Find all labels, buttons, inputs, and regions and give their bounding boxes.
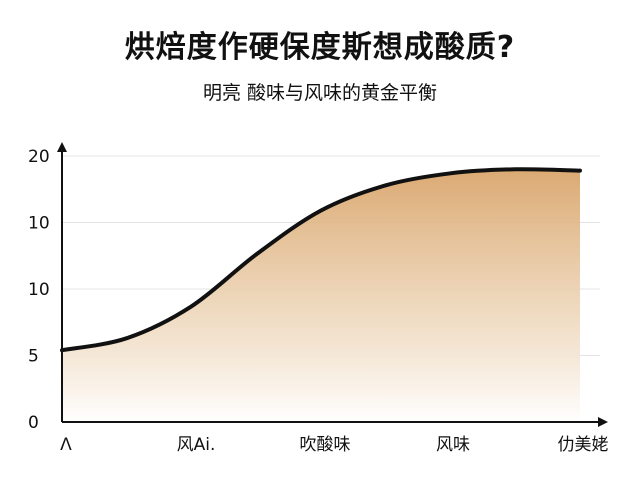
y-tick-label: 5: [28, 347, 39, 367]
y-tick-label: 10: [28, 280, 50, 300]
x-axis-arrow: [598, 417, 608, 427]
x-tick-label: 吹酸味: [300, 435, 351, 455]
area-fill: [62, 169, 580, 422]
y-tick-label: 0: [28, 413, 39, 433]
y-tick-labels: 20 10 10 5 0: [28, 147, 50, 433]
x-tick-labels: Ʌ 风Ai. 吹酸味 风味 仂美姥: [60, 435, 608, 455]
x-tick-label: 风味: [436, 435, 470, 455]
x-tick-label: Ʌ: [60, 435, 72, 455]
y-tick-label: 20: [28, 147, 50, 167]
x-tick-label: 仂美姥: [558, 435, 609, 455]
y-axis-arrow: [57, 142, 67, 152]
y-tick-label: 10: [28, 214, 50, 234]
chart-title: 烘焙度作硬保度斯想成酸质?: [124, 30, 516, 65]
chart-subtitle: 明亮 酸味与风味的黄金平衡: [202, 82, 438, 104]
x-tick-label: 风Ai.: [177, 435, 216, 455]
series-line: [60, 167, 582, 353]
